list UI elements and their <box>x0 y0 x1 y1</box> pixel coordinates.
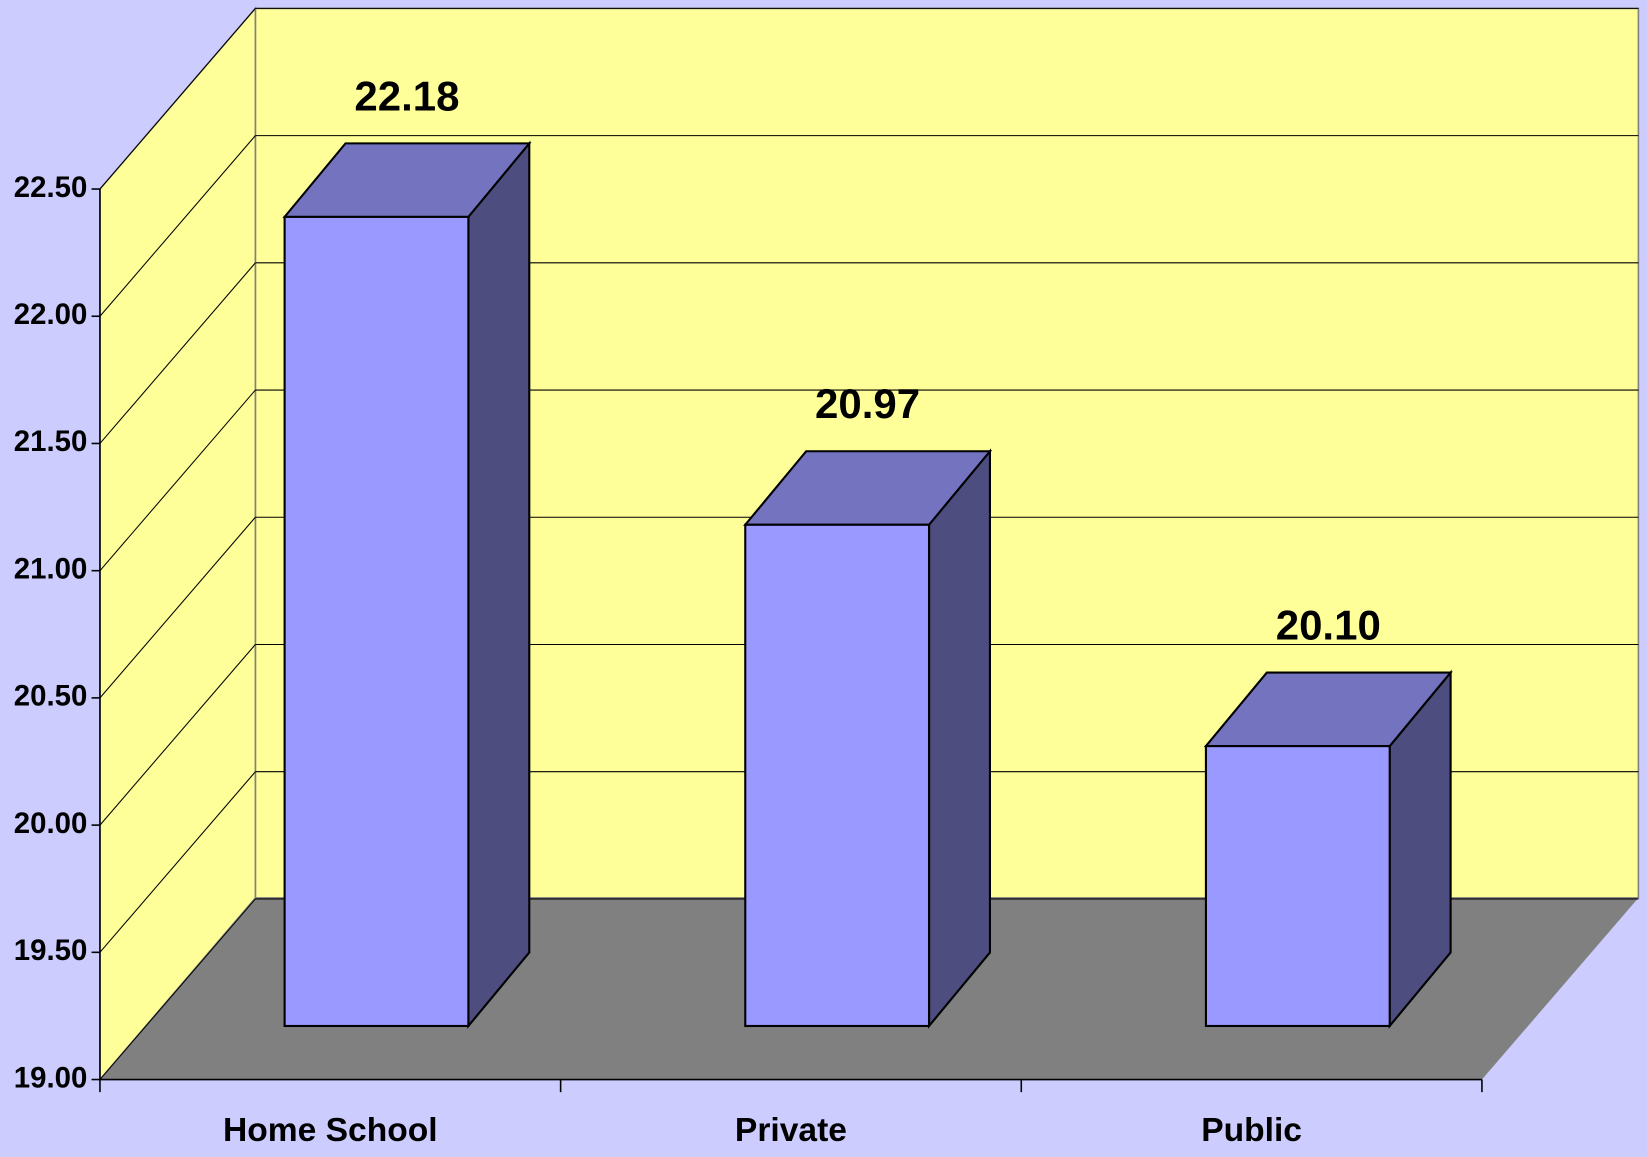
grid-line <box>99 644 256 826</box>
grid-line <box>99 262 256 444</box>
bar <box>744 523 931 1028</box>
bar <box>1204 745 1391 1028</box>
grid-line <box>99 771 256 953</box>
grid-line <box>99 898 256 1080</box>
grid-line <box>99 516 256 699</box>
x-tick-label: Home School <box>223 1112 438 1149</box>
grid-line <box>99 8 256 190</box>
grid-line <box>99 389 256 572</box>
bars <box>282 140 1453 1029</box>
bar <box>283 215 470 1028</box>
y-tick-label: 19.50 <box>14 934 88 967</box>
y-tick-label: 20.50 <box>14 680 88 713</box>
x-tick-label: Public <box>1201 1112 1302 1149</box>
grid-line <box>99 135 256 317</box>
y-tick-label: 20.00 <box>14 807 88 840</box>
x-tick-label: Private <box>735 1112 847 1149</box>
y-tick-label: 21.50 <box>14 425 88 458</box>
bar-side <box>467 140 531 1029</box>
value-label: 20.97 <box>815 380 920 427</box>
y-tick-label: 19.00 <box>14 1061 88 1094</box>
y-tick-label: 22.50 <box>14 171 88 204</box>
bar-side <box>927 448 991 1029</box>
value-label: 20.10 <box>1276 602 1381 649</box>
y-tick-label: 21.00 <box>14 552 88 585</box>
y-tick-label: 22.00 <box>14 298 88 331</box>
value-label: 22.18 <box>354 72 459 119</box>
